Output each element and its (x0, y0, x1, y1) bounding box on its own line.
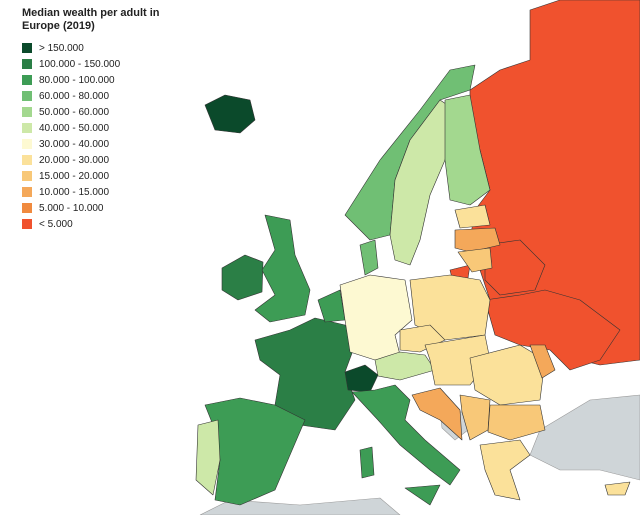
legend-swatch (22, 91, 32, 101)
denmark (359, 239, 379, 276)
legend-swatch (22, 107, 32, 117)
legend-label: 100.000 - 150.000 (39, 58, 121, 70)
serbia (459, 394, 491, 441)
legend-label: 30.000 - 40.000 (39, 138, 110, 150)
legend-item: 100.000 - 150.000 (22, 56, 120, 72)
legend: > 150.000 100.000 - 150.000 80.000 - 100.0… (22, 40, 120, 232)
ireland (221, 254, 264, 301)
legend-item: 50.000 - 60.000 (22, 104, 120, 120)
legend-label: 5.000 - 10.000 (39, 202, 104, 214)
ukraine (484, 289, 621, 371)
legend-label: 20.000 - 30.000 (39, 154, 110, 166)
legend-item: 10.000 - 15.000 (22, 184, 120, 200)
legend-item: 20.000 - 30.000 (22, 152, 120, 168)
estonia (454, 204, 491, 229)
france (254, 317, 356, 431)
legend-swatch (22, 123, 32, 133)
legend-swatch (22, 59, 32, 69)
legend-item: < 5.000 (22, 216, 120, 232)
legend-swatch (22, 187, 32, 197)
romania (469, 344, 546, 406)
legend-label: > 150.000 (39, 42, 84, 54)
bulgaria (487, 404, 546, 441)
africa (199, 497, 401, 515)
greece (479, 439, 531, 501)
cyprus (604, 481, 631, 496)
legend-label: 10.000 - 15.000 (39, 186, 110, 198)
italy (351, 384, 461, 486)
uk (254, 214, 311, 323)
legend-label: 80.000 - 100.000 (39, 74, 115, 86)
legend-item: > 150.000 (22, 40, 120, 56)
legend-item: 40.000 - 50.000 (22, 120, 120, 136)
sardinia (359, 446, 375, 479)
croatia (411, 387, 463, 441)
legend-label: 60.000 - 80.000 (39, 90, 110, 102)
legend-swatch (22, 171, 32, 181)
legend-label: 50.000 - 60.000 (39, 106, 110, 118)
turkey (529, 394, 640, 481)
switzerland (344, 364, 379, 393)
legend-swatch (22, 43, 32, 53)
legend-item: 5.000 - 10.000 (22, 200, 120, 216)
legend-label: < 5.000 (39, 218, 73, 230)
legend-label: 40.000 - 50.000 (39, 122, 110, 134)
spain (204, 397, 306, 506)
moldova (529, 344, 556, 379)
iceland (204, 94, 256, 134)
legend-swatch (22, 139, 32, 149)
belgium-neth (317, 289, 346, 323)
portugal (195, 419, 221, 496)
lithuania (457, 247, 493, 273)
legend-swatch (22, 155, 32, 165)
legend-label: 15.000 - 20.000 (39, 170, 110, 182)
legend-item: 80.000 - 100.000 (22, 72, 120, 88)
norway (344, 64, 476, 241)
sicily (404, 484, 441, 506)
belarus (484, 239, 546, 296)
legend-item: 15.000 - 20.000 (22, 168, 120, 184)
finland (444, 94, 491, 206)
legend-swatch (22, 75, 32, 85)
germany (339, 274, 413, 361)
legend-swatch (22, 203, 32, 213)
map-title: Median wealth per adult in Europe (2019) (22, 7, 160, 32)
legend-item: 60.000 - 80.000 (22, 88, 120, 104)
legend-item: 30.000 - 40.000 (22, 136, 120, 152)
legend-swatch (22, 219, 32, 229)
